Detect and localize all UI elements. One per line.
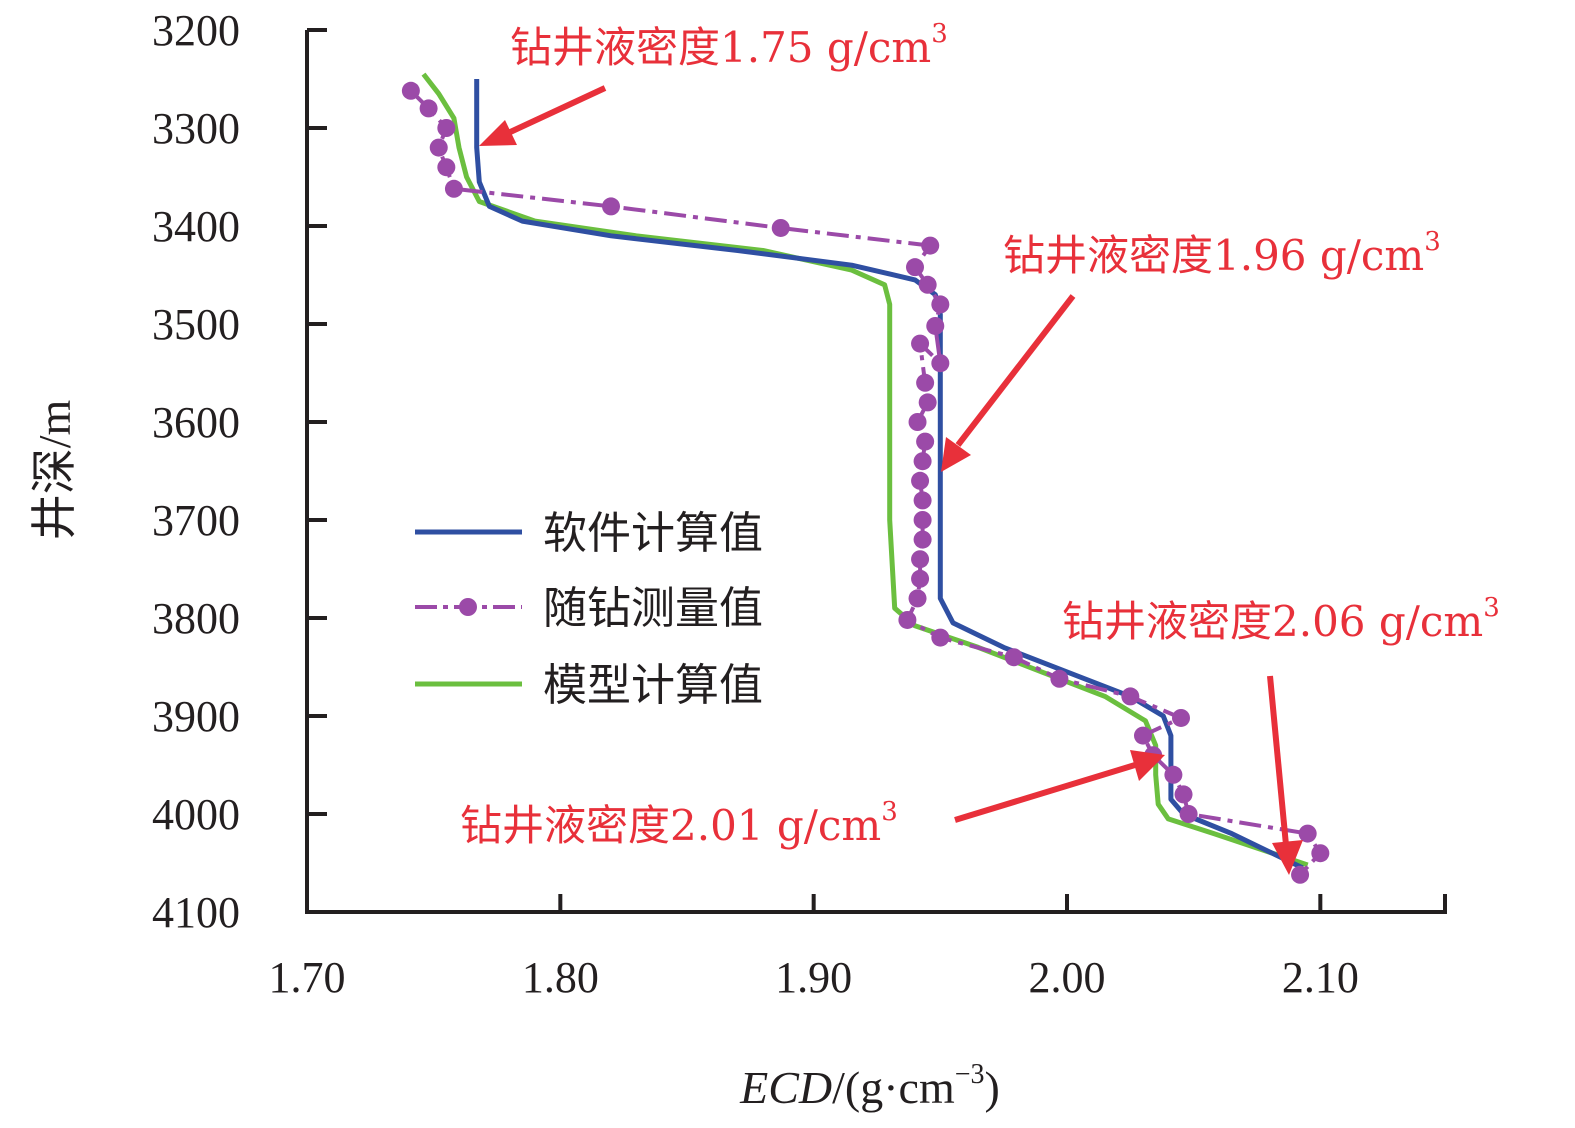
measured-point — [921, 236, 940, 255]
y-tick-label: 3600 — [152, 398, 240, 447]
y-tick-label: 3300 — [152, 104, 240, 153]
measured-point — [1050, 669, 1069, 688]
y-tick-label: 4000 — [152, 790, 240, 839]
x-axis-title-unit: /(g·cm — [832, 1062, 955, 1113]
measured-point — [898, 610, 917, 629]
legend-label-model: 模型计算值 — [543, 660, 763, 711]
y-tick-label: 3400 — [152, 202, 240, 251]
measured-point — [931, 354, 950, 373]
x-tick-label: 1.70 — [269, 953, 346, 1002]
annotation-2.01: 钻井液密度2.01 g/cm3 — [460, 797, 898, 850]
measured-point — [771, 218, 790, 237]
arrow-2.06-head — [1272, 840, 1303, 875]
arrow-2.01-head — [1130, 750, 1165, 781]
y-tick-label: 3900 — [152, 692, 240, 741]
measured-point — [401, 81, 420, 100]
measured-point — [1164, 765, 1183, 784]
measured-point — [913, 452, 932, 471]
measured-point — [1174, 785, 1193, 804]
measured-point — [913, 511, 932, 529]
y-tick-label: 3500 — [152, 300, 240, 349]
x-ticks: 1.70 1.80 1.90 2.00 2.10 — [269, 894, 1447, 1002]
series-layer — [401, 72, 1330, 884]
x-tick-label: 1.80 — [522, 953, 599, 1002]
arrow-2.06-shaft — [1267, 675, 1289, 846]
measured-point — [906, 258, 924, 277]
x-tick-label: 2.00 — [1029, 953, 1106, 1002]
measured-point — [602, 197, 620, 216]
measured-point — [911, 569, 930, 588]
y-tick-label: 4100 — [152, 888, 240, 937]
y-ticks: 3200 3300 3400 3500 3600 3700 3800 3900 4000 4100 — [152, 6, 327, 937]
x-axis-title: ECD/(g·cm−3) — [739, 1059, 1000, 1113]
legend-label-measured: 随钻测量值 — [543, 583, 763, 634]
arrow-1.96-shaft — [955, 294, 1076, 447]
measured-point — [437, 119, 456, 137]
x-axis-title-close: ) — [985, 1062, 1000, 1113]
measured-point — [918, 275, 937, 294]
arrow-1.75-shaft — [504, 85, 607, 137]
measured-point — [444, 179, 463, 198]
measured-point — [1004, 648, 1023, 667]
measured-point — [1172, 708, 1190, 727]
legend-marker-measured — [459, 598, 477, 616]
measured-point — [913, 491, 932, 510]
measured-point — [1121, 687, 1140, 706]
y-tick-label: 3800 — [152, 594, 240, 643]
measured-point — [1179, 805, 1198, 823]
annotations: 钻井液密度1.75 g/cm3 钻井液密度1.96 g/cm3 钻井液密度2.0… — [460, 19, 1500, 875]
legend-label-software: 软件计算值 — [543, 508, 763, 559]
arrow-2.01-shaft — [954, 762, 1136, 823]
measured-point — [916, 432, 935, 451]
annotation-1.96: 钻井液密度1.96 g/cm3 — [1003, 227, 1441, 280]
measured-point — [419, 99, 438, 118]
annotation-1.75: 钻井液密度1.75 g/cm3 — [510, 19, 948, 72]
measured-point — [1298, 824, 1317, 843]
measured-point — [918, 393, 937, 412]
measured-point — [1311, 844, 1330, 863]
measured-point — [1291, 865, 1310, 884]
arrow-1.96-head — [941, 437, 971, 472]
measured-point — [911, 471, 930, 490]
measured-point — [913, 530, 932, 549]
measured-point — [429, 138, 448, 157]
annotation-2.06: 钻井液密度2.06 g/cm3 — [1062, 593, 1500, 646]
x-tick-label: 2.10 — [1282, 953, 1359, 1002]
measured-point — [926, 316, 945, 335]
series-line-1 — [409, 89, 1323, 877]
measured-point — [437, 158, 456, 177]
measured-point — [911, 334, 930, 353]
measured-point — [911, 550, 930, 569]
measured-point — [931, 295, 950, 314]
measured-point — [931, 628, 950, 647]
measured-point — [1134, 726, 1152, 745]
measured-point — [916, 373, 935, 392]
y-tick-label: 3700 — [152, 496, 240, 545]
y-axis-title: 井深/m — [29, 400, 80, 541]
x-tick-label: 1.90 — [775, 953, 852, 1002]
arrow-1.75-head — [479, 120, 517, 146]
measured-point — [908, 589, 927, 608]
measured-point — [908, 413, 927, 431]
series-line-2 — [421, 72, 1309, 868]
x-axis-title-exponent: −3 — [955, 1059, 985, 1090]
x-axis-title-italic: ECD — [739, 1062, 832, 1113]
y-tick-label: 3200 — [152, 6, 240, 55]
axes — [305, 30, 1447, 914]
legend: 软件计算值 随钻测量值 模型计算值 — [415, 508, 763, 711]
